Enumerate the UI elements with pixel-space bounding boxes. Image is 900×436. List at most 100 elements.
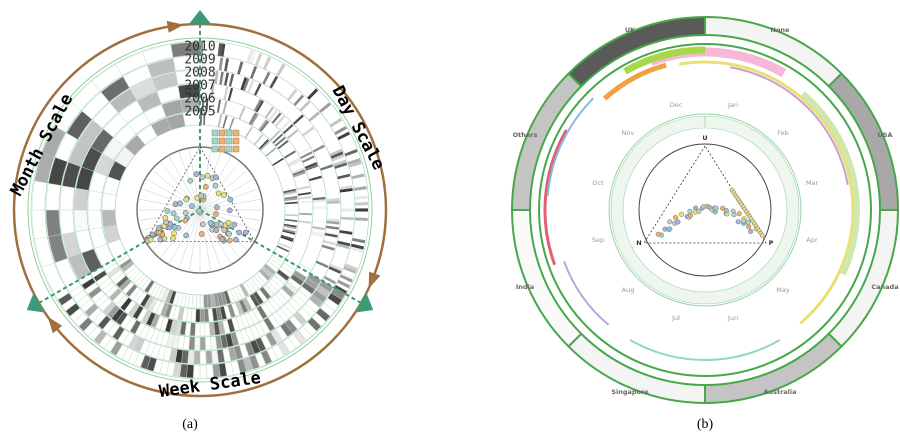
heat-cell <box>315 151 329 160</box>
heat-cell <box>289 110 301 122</box>
heat-cell <box>288 131 300 141</box>
heat-cell <box>312 199 326 203</box>
heat-cell <box>289 90 300 103</box>
dot <box>212 174 219 180</box>
heat-cell <box>303 128 316 139</box>
month-label: Feb <box>777 129 789 137</box>
heat-cell <box>228 117 235 131</box>
heat-cell <box>334 248 349 255</box>
dot <box>231 221 238 228</box>
flow-arc <box>629 339 781 361</box>
heat-cell <box>255 100 265 113</box>
heat-cell <box>283 223 297 228</box>
heat-cell <box>338 134 352 143</box>
heat-cell <box>326 203 340 207</box>
heat-cell <box>203 308 210 323</box>
heat-cell <box>281 66 291 80</box>
heat-cell <box>297 224 311 229</box>
heat-cell <box>329 117 343 128</box>
dot <box>720 205 726 211</box>
heat-cell <box>317 156 331 164</box>
heat-cell <box>210 84 215 98</box>
heat-cell <box>284 105 295 117</box>
heat-cell <box>206 84 210 98</box>
heat-cell <box>298 206 312 210</box>
heat-cell <box>262 123 273 135</box>
heat-cell <box>297 191 311 196</box>
heat-cell <box>298 210 312 214</box>
heat-cell <box>312 267 326 276</box>
heat-cell <box>251 131 261 144</box>
heat-cell <box>346 257 360 265</box>
heat-cell <box>304 250 318 258</box>
dot <box>196 208 203 214</box>
heat-cell <box>353 226 368 231</box>
heat-cell <box>293 75 304 89</box>
bar-glyph <box>232 129 240 137</box>
heat-cell <box>302 254 316 263</box>
heat-cell <box>216 57 221 71</box>
heat-cell <box>264 145 276 156</box>
heat-cell <box>291 92 302 105</box>
heat-cell <box>288 159 301 168</box>
heat-cell <box>331 258 345 266</box>
heat-cell <box>354 202 368 206</box>
heat-cell <box>309 113 322 124</box>
dot <box>746 224 752 230</box>
flow-arc <box>623 46 706 75</box>
heat-cell <box>298 200 312 204</box>
heat-cell <box>338 182 352 188</box>
year-label: 2006 <box>184 92 215 107</box>
heat-cell <box>326 195 340 200</box>
heat-cell <box>353 229 367 234</box>
heat-cell <box>224 58 230 72</box>
heat-cell <box>292 136 305 147</box>
heat-cell <box>209 70 214 84</box>
heat-cell <box>286 256 300 265</box>
heat-cell <box>253 83 262 97</box>
heat-cell <box>243 48 251 63</box>
heat-cell <box>316 154 330 162</box>
heat-cell <box>333 159 347 167</box>
heat-cell <box>337 173 351 180</box>
heat-cell <box>264 73 274 86</box>
inner-circle <box>638 143 772 277</box>
heat-cell <box>334 251 348 258</box>
heat-cell <box>313 147 327 156</box>
spoke <box>137 209 201 222</box>
heat-cell <box>295 181 309 187</box>
dot <box>157 236 164 243</box>
heat-cell <box>221 72 227 86</box>
heat-cell <box>310 182 324 188</box>
scale-arrow <box>166 20 184 33</box>
heat-cell <box>297 264 311 273</box>
heat-cell <box>229 88 236 102</box>
heat-cell <box>322 171 336 178</box>
heat-cell <box>317 125 331 135</box>
heat-cell <box>349 164 363 171</box>
heat-cell <box>208 42 213 56</box>
dot <box>172 201 179 208</box>
heat-cell <box>202 70 206 84</box>
heat-cell <box>309 271 323 280</box>
heat-cell <box>300 124 313 135</box>
bar-glyph <box>211 129 219 137</box>
heat-cell <box>340 214 354 218</box>
heat-cell <box>217 114 223 128</box>
heat-cell <box>320 130 334 140</box>
heat-cell <box>186 364 194 379</box>
bar-glyph <box>225 145 233 153</box>
heat-cell <box>323 179 338 185</box>
heat-cell <box>276 63 286 77</box>
dot <box>171 230 178 237</box>
heat-cell <box>298 262 312 271</box>
heat-cell <box>306 166 320 174</box>
heat-cell <box>297 189 311 195</box>
heat-cell <box>335 168 349 175</box>
heat-cell <box>266 90 276 104</box>
heat-cell <box>249 81 257 94</box>
heat-cell <box>274 162 287 171</box>
heat-cell <box>325 140 339 149</box>
heat-cell <box>284 207 298 210</box>
heat-cell <box>242 63 249 77</box>
